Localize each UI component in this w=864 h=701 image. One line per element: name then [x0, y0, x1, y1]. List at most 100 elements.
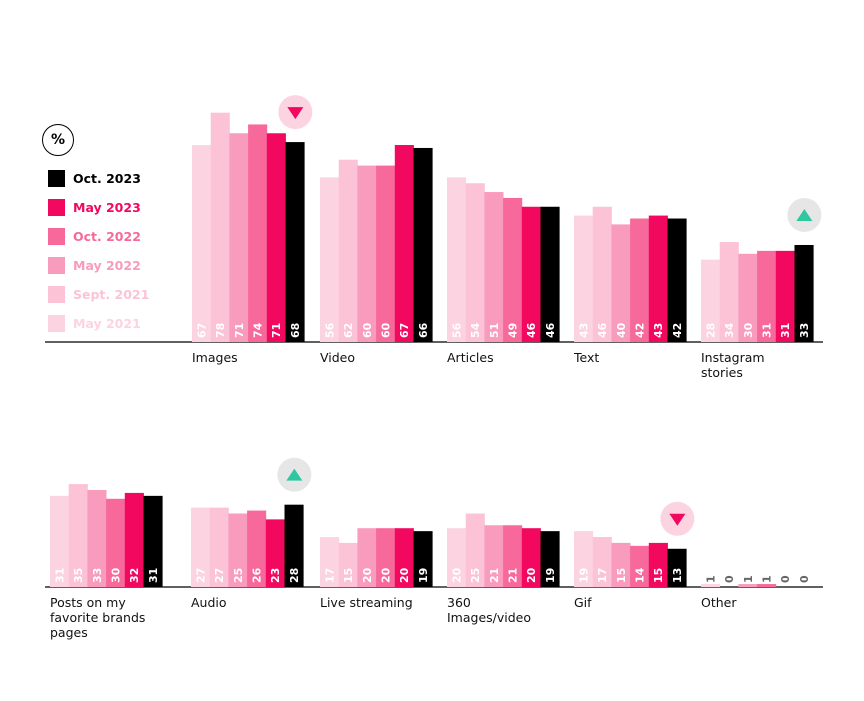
- value-label: 56: [450, 322, 463, 338]
- bar: [648, 542, 668, 587]
- category-label: Other: [701, 595, 737, 610]
- bar: [630, 218, 650, 342]
- bar: [376, 165, 396, 342]
- bar: [210, 112, 230, 343]
- bar: [265, 519, 285, 587]
- legend-item: May 2023: [48, 193, 149, 222]
- legend-swatch: [48, 286, 65, 303]
- bar: [465, 183, 485, 342]
- bar: [376, 528, 396, 587]
- legend-label: May 2021: [73, 316, 141, 331]
- value-label: 26: [250, 567, 263, 583]
- category-label: 360: [447, 595, 471, 610]
- value-label: 71: [270, 323, 283, 338]
- legend-label: May 2023: [73, 200, 141, 215]
- value-label: 0: [723, 575, 736, 583]
- bar: [484, 525, 504, 587]
- category-label: favorite brands: [50, 610, 145, 625]
- value-label: 33: [798, 323, 811, 338]
- bar: [648, 215, 668, 342]
- bar: [191, 507, 211, 587]
- value-label: 30: [109, 567, 122, 583]
- value-label: 67: [398, 323, 411, 338]
- legend-swatch: [48, 228, 65, 245]
- category-label: Images/video: [447, 610, 531, 625]
- bar: [106, 498, 126, 587]
- legend-swatch: [48, 199, 65, 216]
- legend-swatch: [48, 315, 65, 332]
- value-label: 60: [379, 322, 392, 338]
- value-label: 68: [289, 323, 302, 338]
- value-label: 1: [742, 575, 755, 583]
- bar: [757, 250, 777, 342]
- bar: [540, 531, 560, 587]
- value-label: 43: [652, 323, 665, 338]
- bar: [701, 259, 721, 342]
- value-label: 20: [398, 567, 411, 583]
- legend-label: Oct. 2022: [73, 229, 141, 244]
- value-label: 78: [214, 323, 227, 338]
- bar: [484, 192, 504, 342]
- value-label: 15: [615, 568, 628, 583]
- legend-item: May 2021: [48, 309, 149, 338]
- bar: [574, 215, 594, 342]
- value-label: 35: [72, 568, 85, 583]
- bar: [320, 177, 340, 342]
- value-label: 28: [704, 323, 717, 338]
- value-label: 49: [506, 323, 519, 338]
- value-label: 19: [544, 568, 557, 583]
- bar: [447, 528, 467, 587]
- value-label: 15: [652, 568, 665, 583]
- legend-swatch: [48, 170, 65, 187]
- value-label: 14: [633, 567, 646, 583]
- category-label: Text: [573, 350, 599, 365]
- value-label: 15: [342, 568, 355, 583]
- value-label: 62: [342, 323, 355, 338]
- category-label: Articles: [447, 350, 494, 365]
- bar: [266, 133, 286, 342]
- value-label: 20: [379, 567, 392, 583]
- trend-down-icon: [287, 107, 304, 120]
- bar: [465, 513, 485, 587]
- value-label: 17: [596, 568, 609, 583]
- bar: [87, 489, 107, 587]
- trend-up-icon: [286, 468, 303, 481]
- legend-item: Sept. 2021: [48, 280, 149, 309]
- value-label: 20: [361, 567, 374, 583]
- value-label: 1: [704, 575, 717, 583]
- bar: [503, 197, 523, 342]
- category-label: Instagram: [701, 350, 765, 365]
- bar: [738, 584, 758, 587]
- value-label: 32: [128, 568, 141, 583]
- legend-label: Sept. 2021: [73, 287, 150, 302]
- bar: [611, 224, 631, 342]
- bar: [143, 495, 163, 587]
- bar: [719, 242, 739, 342]
- bar: [413, 147, 433, 342]
- value-label: 71: [233, 323, 246, 338]
- legend-item: May 2022: [48, 251, 149, 280]
- value-label: 28: [288, 568, 301, 583]
- legend-item: Oct. 2022: [48, 222, 149, 251]
- bar: [447, 177, 467, 342]
- value-label: 1: [760, 575, 773, 583]
- value-label: 34: [723, 322, 736, 338]
- value-label: 17: [323, 568, 336, 583]
- value-label: 21: [506, 568, 519, 583]
- legend: Oct. 2023 May 2023 Oct. 2022 May 2022 Sept. …: [48, 164, 149, 338]
- bar: [592, 206, 612, 342]
- bar: [68, 484, 88, 587]
- bar: [521, 528, 541, 587]
- category-label: Gif: [574, 595, 592, 610]
- legend-label: May 2022: [73, 258, 141, 273]
- bar: [248, 124, 268, 342]
- value-label: 19: [577, 568, 590, 583]
- category-label: Audio: [191, 595, 227, 610]
- value-label: 23: [269, 568, 282, 583]
- value-label: 40: [615, 322, 628, 338]
- bar: [503, 525, 523, 587]
- value-label: 31: [147, 568, 160, 583]
- category-label: Images: [192, 350, 238, 365]
- value-label: 54: [469, 322, 482, 338]
- bar: [775, 250, 795, 342]
